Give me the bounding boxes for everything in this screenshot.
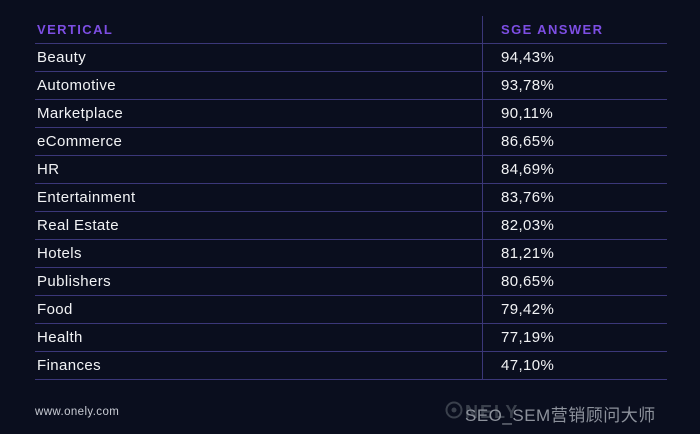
website-url: www.onely.com [35,406,120,418]
onely-logo: NELY [445,401,519,424]
answer-cell: 82,03% [482,212,667,239]
answer-cell: 93,78% [482,72,667,99]
answer-cell: 86,65% [482,128,667,155]
vertical-cell: Finances [37,357,102,374]
table-header-row: VERTICAL SGE ANSWER [35,16,667,44]
vertical-cell: Publishers [37,273,112,290]
footer: www.onely.com NELY SEO_SEM营销顾问大师 [35,400,690,425]
answer-cell: 80,65% [482,268,667,295]
vertical-cell: Hotels [37,245,82,262]
table-row: Hotels 81,21% [35,240,667,268]
vertical-cell: Food [37,301,73,318]
header-sge-answer: SGE ANSWER [482,16,667,43]
vertical-cell: Marketplace [37,105,124,122]
table-row: Automotive 93,78% [35,72,667,100]
answer-cell: 90,11% [482,100,667,127]
vertical-cell: HR [37,161,60,178]
onely-logo-icon [445,401,465,424]
table-row: Real Estate 82,03% [35,212,667,240]
table-row: HR 84,69% [35,156,667,184]
answer-cell: 84,69% [482,156,667,183]
header-vertical: VERTICAL [37,22,114,37]
brand-area: NELY SEO_SEM营销顾问大师 [445,400,690,425]
onely-logo-text: NELY [465,402,520,422]
table-row: Finances 47,10% [35,352,667,380]
vertical-cell: Real Estate [37,217,119,234]
table-row: Publishers 80,65% [35,268,667,296]
sge-answer-table: VERTICAL SGE ANSWER Beauty 94,43% Automo… [35,16,667,380]
answer-cell: 94,43% [482,44,667,71]
answer-cell: 79,42% [482,296,667,323]
table-row: Health 77,19% [35,324,667,352]
answer-cell: 77,19% [482,324,667,351]
table-row: Beauty 94,43% [35,44,667,72]
vertical-cell: Beauty [37,49,87,66]
answer-cell: 47,10% [482,352,667,379]
vertical-cell: Automotive [37,77,117,94]
answer-cell: 81,21% [482,240,667,267]
answer-cell: 83,76% [482,184,667,211]
vertical-cell: Entertainment [37,189,136,206]
watermark-text: SEO_SEM营销顾问大师 [465,406,656,425]
vertical-cell: eCommerce [37,133,123,150]
table-row: Entertainment 83,76% [35,184,667,212]
vertical-cell: Health [37,329,83,346]
table-row: eCommerce 86,65% [35,128,667,156]
table-row: Marketplace 90,11% [35,100,667,128]
table-row: Food 79,42% [35,296,667,324]
